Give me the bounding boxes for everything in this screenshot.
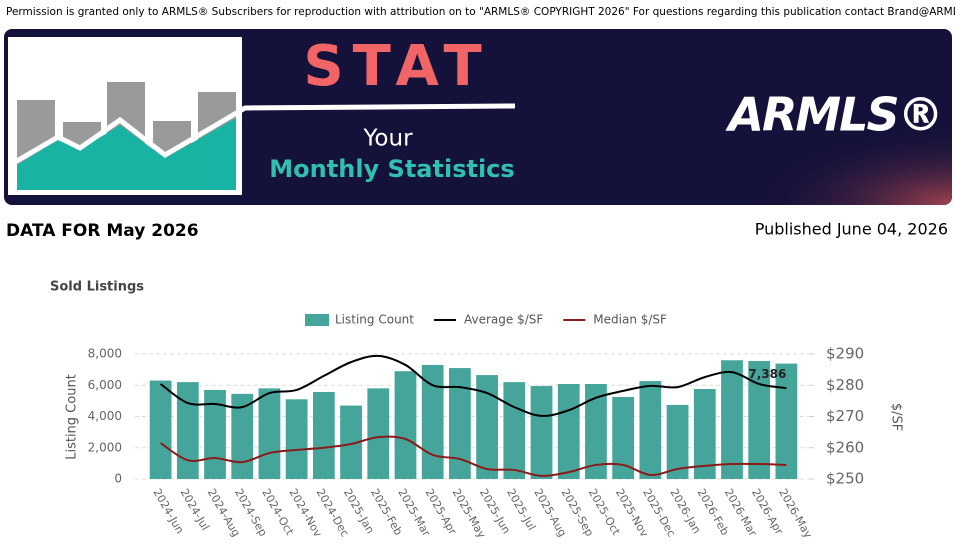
bar [530,386,553,479]
legend-swatch [305,314,329,326]
bar [476,375,498,479]
data-label: 7,386 [748,367,786,381]
bar [149,380,172,479]
bar [612,396,635,479]
y-tick-label: 0 [114,472,122,486]
bar [367,388,390,479]
y-tick-label: 2,000 [88,440,122,454]
banner: STAT Your Monthly Statistics ARMLS® [4,29,952,205]
bar [312,391,335,479]
bar [204,389,226,479]
legend-label: Average $/SF [464,313,543,327]
y2-axis-title: $/SF [889,403,904,431]
banner-logo: ARMLS® [725,88,941,142]
x-tick-label: 2026-May [776,487,815,541]
y2-tick-label: $260 [826,438,864,456]
y-tick-label: 6,000 [88,378,122,392]
bar [557,384,580,479]
bar [176,382,199,479]
bar [721,360,743,479]
legend-label: Listing Count [335,313,414,327]
y2-tick-label: $250 [826,470,864,488]
y2-tick-label: $290 [826,345,864,363]
bar [775,363,798,479]
logo-line [8,103,516,168]
banner-glow [500,29,952,205]
banner-line2: Monthly Statistics [269,155,514,183]
bar [666,404,689,479]
bar [231,393,254,479]
line [160,354,787,417]
y2-tick-label: $280 [826,376,864,394]
banner-title: STAT [303,34,490,99]
line [160,435,787,477]
bar [503,382,526,479]
data-for: DATA FOR May 2026 [6,221,199,241]
y2-tick-label: $270 [826,407,864,425]
bar [693,389,716,479]
bar [585,384,607,479]
logo-area [17,118,236,190]
chart-title: Sold Listings [50,280,144,295]
bar [421,364,444,479]
notice: Permission is granted only to ARMLS® Sub… [6,6,955,18]
banner-line1: Your [362,126,413,152]
y-axis-title: Listing Count [65,374,80,460]
bar [639,381,662,479]
legend-label: Median $/SF [593,313,667,327]
published: Published June 04, 2026 [755,220,948,239]
y-tick-label: 8,000 [88,347,122,361]
bar [394,371,417,479]
bar [258,388,281,479]
bar [340,405,362,479]
y-tick-label: 4,000 [88,409,122,423]
bar [449,368,471,479]
bar [285,399,308,479]
bar [748,361,771,479]
